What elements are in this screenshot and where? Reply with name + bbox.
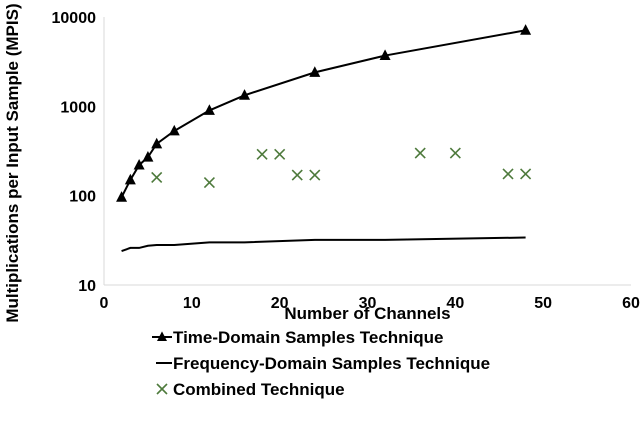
data-point-triangle xyxy=(151,137,163,149)
x-marker-stroke xyxy=(291,169,303,181)
legend-item: Time-Domain Samples Technique xyxy=(152,328,444,347)
x-tick-label: 50 xyxy=(534,295,552,312)
x-marker-stroke xyxy=(520,168,532,180)
data-point-x xyxy=(274,148,286,160)
legend-label: Time-Domain Samples Technique xyxy=(173,328,444,347)
x-tick-label: 30 xyxy=(359,295,377,312)
data-point-triangle xyxy=(309,66,321,77)
data-point-x xyxy=(309,169,321,181)
data-point-x xyxy=(502,168,514,180)
series-line xyxy=(121,236,526,252)
axes xyxy=(103,17,631,286)
series-1 xyxy=(121,236,526,252)
data-point-x xyxy=(151,171,163,183)
legend-label: Frequency-Domain Samples Technique xyxy=(173,354,490,373)
y-tick-label: 100 xyxy=(69,189,96,206)
data-point-triangle xyxy=(116,191,128,202)
y-tick-label: 10000 xyxy=(52,10,97,27)
series-0 xyxy=(116,24,532,202)
x-tick-label: 10 xyxy=(183,295,201,312)
x-axis-title: Number of Channels xyxy=(284,304,450,323)
data-point-triangle xyxy=(520,24,532,35)
x-marker-stroke xyxy=(414,147,426,159)
x-marker-stroke xyxy=(203,177,215,189)
legend-item: Combined Technique xyxy=(156,380,345,399)
x-tick-label: 40 xyxy=(446,295,464,312)
data-point-x xyxy=(520,168,532,180)
data-point-x xyxy=(449,147,461,159)
data-point-triangle xyxy=(124,173,136,185)
x-tick-label: 0 xyxy=(100,295,109,312)
series-line xyxy=(120,29,526,198)
y-tick-label: 1000 xyxy=(60,99,96,116)
data-point-triangle xyxy=(239,89,251,100)
x-tick-label: 60 xyxy=(622,295,640,312)
x-marker-stroke xyxy=(502,168,514,180)
series-2 xyxy=(151,147,532,189)
legend-swatch-x xyxy=(156,383,168,395)
data-point-x xyxy=(414,147,426,159)
x-marker-stroke xyxy=(156,383,168,395)
legend-label: Combined Technique xyxy=(173,380,345,399)
y-tick-label: 10 xyxy=(78,278,96,295)
legend-swatch-triangle xyxy=(157,331,167,342)
x-marker-stroke xyxy=(256,148,268,160)
legend-item: Frequency-Domain Samples Technique xyxy=(156,354,490,373)
y-axis-title: Multiplications per Input Sample (MPIS) xyxy=(3,3,22,322)
data-point-triangle xyxy=(168,124,180,136)
x-tick-labels: 0 10 20 30 40 50 60 xyxy=(100,295,640,312)
y-tick-labels: 10 100 1000 10000 xyxy=(52,10,97,295)
data-point-x xyxy=(256,148,268,160)
x-marker-stroke xyxy=(449,147,461,159)
data-point-triangle xyxy=(203,104,215,115)
data-point-triangle xyxy=(379,49,391,61)
data-point-x xyxy=(203,177,215,189)
x-tick-label: 20 xyxy=(271,295,289,312)
x-marker-stroke xyxy=(151,171,163,183)
plot-area xyxy=(116,24,532,252)
x-marker-stroke xyxy=(309,169,321,181)
legend: Time-Domain Samples Technique Frequency-D… xyxy=(152,328,490,399)
data-point-triangle xyxy=(142,150,154,162)
data-point-x xyxy=(291,169,303,181)
x-marker-stroke xyxy=(274,148,286,160)
data-point-triangle xyxy=(133,158,145,170)
